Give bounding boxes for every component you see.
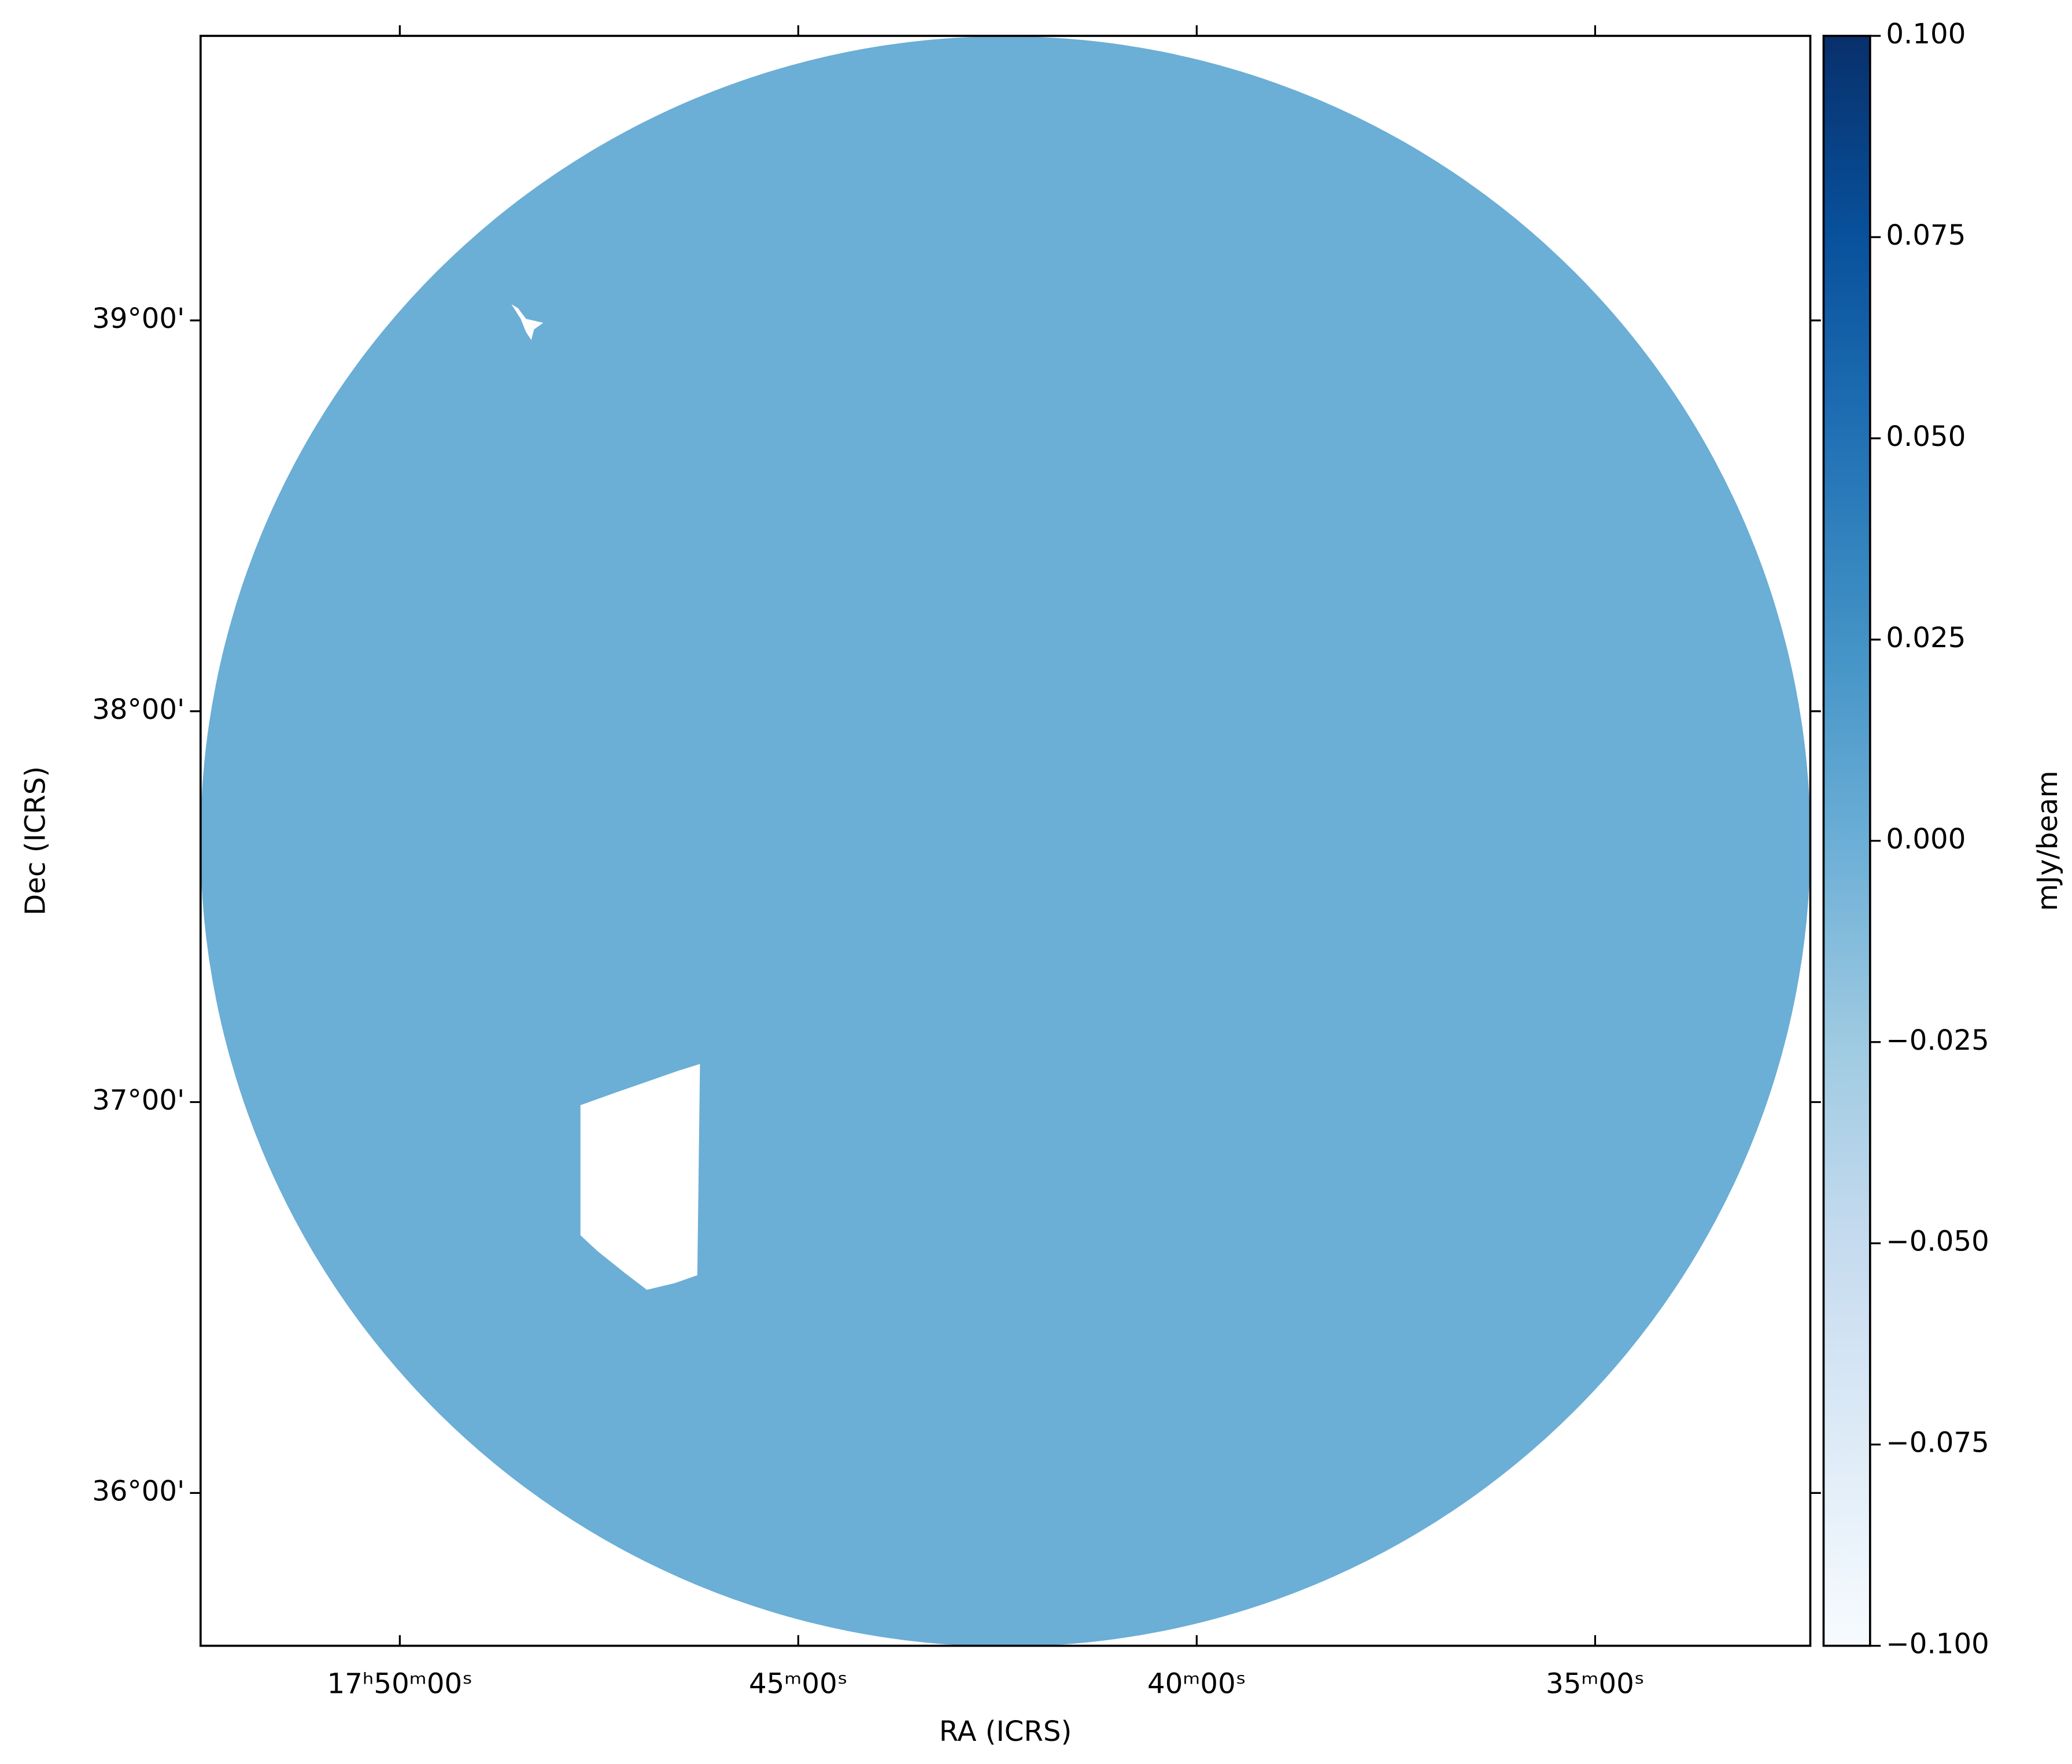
colorbar-tick-label: 0.100 xyxy=(1886,18,1966,50)
colorbar-tick-label: 0.050 xyxy=(1886,420,1966,453)
colorbar-tick-label: −0.100 xyxy=(1886,1628,1989,1660)
x-axis-label: RA (ICRS) xyxy=(939,1715,1072,1748)
y-tick-label: 38°00' xyxy=(92,693,184,726)
masked-region xyxy=(580,1064,700,1290)
colorbar-tick-label: −0.025 xyxy=(1886,1024,1989,1057)
y-tick-label: 36°00' xyxy=(92,1475,184,1507)
x-tick-label: 45ᵐ00ˢ xyxy=(749,1667,848,1700)
colorbar-tick-label: −0.050 xyxy=(1886,1226,1989,1258)
y-tick-label: 39°00' xyxy=(92,302,184,335)
x-tick-label: 35ᵐ00ˢ xyxy=(1546,1667,1645,1700)
colorbar xyxy=(1822,35,1871,1647)
masked-region xyxy=(511,304,544,340)
plot-area xyxy=(200,36,1811,1647)
colorbar-tick-label: 0.000 xyxy=(1886,823,1966,855)
y-tick-label: 37°00' xyxy=(92,1084,184,1117)
axes-frame xyxy=(200,35,1812,1647)
colorbar-tick-label: −0.075 xyxy=(1886,1427,1989,1459)
colorbar-tick-label: 0.025 xyxy=(1886,622,1966,654)
colorbar-tick-label: 0.075 xyxy=(1886,219,1966,252)
x-tick-label: 40ᵐ00ˢ xyxy=(1147,1667,1246,1700)
colorbar-label: mJy/beam xyxy=(2032,770,2064,911)
y-axis-label: Dec (ICRS) xyxy=(19,766,51,916)
x-tick-label: 17ʰ50ᵐ00ˢ xyxy=(327,1667,473,1700)
field-image xyxy=(200,36,1811,1647)
